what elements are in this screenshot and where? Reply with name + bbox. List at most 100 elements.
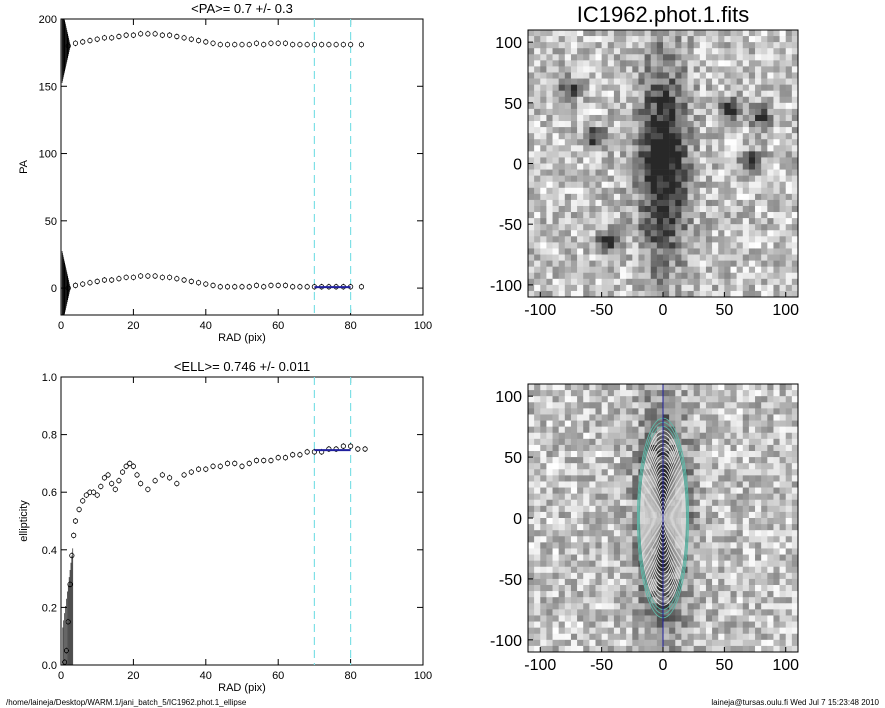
data-point bbox=[174, 276, 180, 282]
x-tick-label: 40 bbox=[200, 320, 212, 332]
data-point bbox=[239, 41, 245, 48]
data-point bbox=[261, 284, 267, 290]
data-point bbox=[253, 282, 260, 288]
data-point bbox=[311, 41, 317, 48]
chart-title: <ELL>= 0.746 +/- 0.011 bbox=[174, 359, 310, 374]
data-point bbox=[203, 281, 209, 287]
data-point bbox=[72, 282, 79, 288]
data-point bbox=[297, 41, 303, 48]
data-point bbox=[159, 274, 165, 280]
y-tick-label: -100 bbox=[490, 633, 522, 650]
data-point bbox=[159, 472, 165, 478]
image-pixels bbox=[528, 30, 799, 298]
data-point bbox=[188, 469, 194, 475]
x-tick-label: 100 bbox=[772, 302, 799, 319]
data-point bbox=[239, 463, 245, 469]
isophote-contours bbox=[636, 384, 690, 652]
y-tick-label: -100 bbox=[490, 278, 522, 295]
data-point bbox=[224, 284, 231, 290]
data-point bbox=[105, 472, 111, 478]
data-point bbox=[253, 40, 260, 46]
data-point bbox=[71, 532, 77, 539]
data-point bbox=[101, 35, 108, 41]
data-point bbox=[232, 284, 238, 290]
data-point bbox=[98, 483, 104, 490]
data-point bbox=[101, 475, 108, 481]
data-point bbox=[138, 273, 144, 279]
data-point bbox=[268, 282, 274, 288]
data-point bbox=[319, 41, 325, 48]
data-point bbox=[210, 40, 216, 46]
data-point bbox=[224, 41, 231, 48]
data-point bbox=[94, 278, 100, 284]
chart-title: <PA>= 0.7 +/- 0.3 bbox=[191, 1, 293, 16]
data-point bbox=[217, 41, 223, 48]
x-tick-label: -50 bbox=[590, 302, 613, 319]
data-point bbox=[340, 443, 346, 449]
x-tick-label: 100 bbox=[414, 320, 432, 332]
data-point bbox=[347, 443, 354, 449]
data-point bbox=[355, 446, 361, 452]
x-tick-label: 100 bbox=[414, 670, 432, 682]
data-point bbox=[195, 280, 202, 286]
data-point bbox=[232, 41, 238, 48]
data-point bbox=[275, 455, 281, 461]
data-point bbox=[268, 457, 274, 464]
y-tick-label: 0 bbox=[513, 157, 522, 174]
y-tick-label: 50 bbox=[504, 96, 522, 113]
data-point bbox=[152, 31, 158, 37]
x-tick-label: 20 bbox=[127, 320, 139, 332]
data-point bbox=[188, 36, 194, 42]
data-point bbox=[268, 40, 274, 46]
data-point bbox=[261, 41, 267, 48]
data-point bbox=[145, 486, 151, 492]
data-point bbox=[80, 281, 86, 287]
data-point bbox=[210, 282, 216, 288]
x-tick-label: -50 bbox=[590, 657, 613, 674]
data-point bbox=[246, 41, 252, 48]
data-point bbox=[217, 463, 223, 469]
data-point bbox=[123, 274, 129, 280]
x-tick-label: -100 bbox=[524, 302, 556, 319]
scatter-panel-0: 0 20 40 60 80 100 0 50 100 150 200 <PA>= 0.7 +/- 0.… bbox=[18, 1, 432, 344]
y-tick-label: 100 bbox=[39, 149, 57, 161]
data-point bbox=[362, 446, 368, 452]
data-point bbox=[134, 472, 140, 478]
data-point bbox=[290, 452, 296, 458]
data-area bbox=[62, 443, 368, 665]
data-point bbox=[101, 277, 108, 283]
data-point bbox=[116, 478, 122, 484]
data-point bbox=[347, 41, 354, 48]
data-point bbox=[76, 506, 82, 513]
data-point bbox=[167, 32, 173, 38]
y-tick-label: 100 bbox=[495, 389, 522, 406]
data-point bbox=[152, 478, 158, 484]
data-point bbox=[112, 486, 118, 492]
y-tick-label: 200 bbox=[39, 14, 57, 26]
data-point bbox=[72, 40, 79, 46]
y-tick-label: 0.8 bbox=[42, 430, 57, 442]
data-point bbox=[290, 41, 296, 48]
plot-frame bbox=[60, 376, 424, 666]
data-point bbox=[109, 277, 115, 283]
data-point bbox=[253, 457, 260, 464]
data-point bbox=[94, 36, 100, 42]
data-point bbox=[159, 32, 165, 38]
data-point bbox=[282, 455, 289, 461]
data-point bbox=[304, 41, 310, 48]
data-point bbox=[87, 280, 93, 286]
data-point bbox=[188, 278, 194, 284]
x-tick-label: -100 bbox=[524, 657, 556, 674]
x-tick-label: 50 bbox=[715, 657, 733, 674]
x-tick-label: 80 bbox=[344, 320, 356, 332]
data-point bbox=[87, 37, 93, 44]
x-tick-label: 100 bbox=[772, 657, 799, 674]
data-point bbox=[145, 31, 151, 37]
data-point bbox=[282, 40, 289, 46]
data-area bbox=[61, 19, 365, 315]
x-tick-label: 40 bbox=[200, 670, 212, 682]
data-point bbox=[119, 469, 126, 475]
data-point bbox=[210, 463, 216, 469]
data-point bbox=[181, 35, 187, 41]
